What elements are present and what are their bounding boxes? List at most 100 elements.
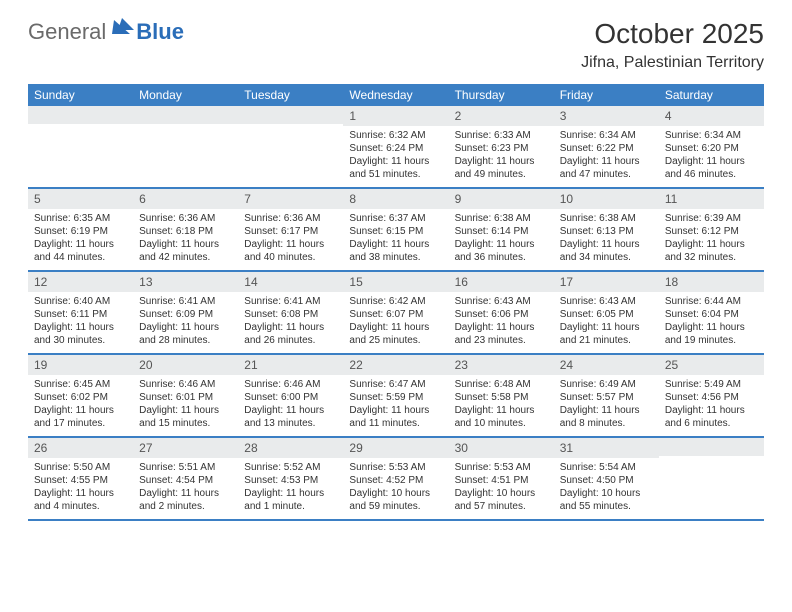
day-cell: 28Sunrise: 5:52 AMSunset: 4:53 PMDayligh… bbox=[238, 438, 343, 519]
day-body: Sunrise: 6:35 AMSunset: 6:19 PMDaylight:… bbox=[28, 209, 133, 270]
day-body: Sunrise: 6:38 AMSunset: 6:13 PMDaylight:… bbox=[554, 209, 659, 270]
week-row: 12Sunrise: 6:40 AMSunset: 6:11 PMDayligh… bbox=[28, 272, 764, 355]
day-body: Sunrise: 5:54 AMSunset: 4:50 PMDaylight:… bbox=[554, 458, 659, 519]
day-body: Sunrise: 5:49 AMSunset: 4:56 PMDaylight:… bbox=[659, 375, 764, 436]
dow-cell: Tuesday bbox=[238, 84, 343, 106]
location: Jifna, Palestinian Territory bbox=[581, 54, 764, 72]
day-cell: 5Sunrise: 6:35 AMSunset: 6:19 PMDaylight… bbox=[28, 189, 133, 270]
day-number: 7 bbox=[238, 189, 343, 209]
day-body bbox=[133, 124, 238, 182]
day-number: 18 bbox=[659, 272, 764, 292]
day-number: 24 bbox=[554, 355, 659, 375]
day-cell bbox=[238, 106, 343, 187]
weeks-container: 1Sunrise: 6:32 AMSunset: 6:24 PMDaylight… bbox=[28, 106, 764, 521]
day-body bbox=[28, 124, 133, 182]
dow-cell: Friday bbox=[554, 84, 659, 106]
day-body: Sunrise: 5:51 AMSunset: 4:54 PMDaylight:… bbox=[133, 458, 238, 519]
day-body: Sunrise: 6:34 AMSunset: 6:20 PMDaylight:… bbox=[659, 126, 764, 187]
day-body: Sunrise: 6:42 AMSunset: 6:07 PMDaylight:… bbox=[343, 292, 448, 353]
day-number: 27 bbox=[133, 438, 238, 458]
day-cell: 27Sunrise: 5:51 AMSunset: 4:54 PMDayligh… bbox=[133, 438, 238, 519]
day-cell: 11Sunrise: 6:39 AMSunset: 6:12 PMDayligh… bbox=[659, 189, 764, 270]
day-cell: 1Sunrise: 6:32 AMSunset: 6:24 PMDaylight… bbox=[343, 106, 448, 187]
day-cell: 20Sunrise: 6:46 AMSunset: 6:01 PMDayligh… bbox=[133, 355, 238, 436]
day-number: 29 bbox=[343, 438, 448, 458]
day-number: 5 bbox=[28, 189, 133, 209]
day-cell bbox=[133, 106, 238, 187]
dow-cell: Monday bbox=[133, 84, 238, 106]
day-body: Sunrise: 6:43 AMSunset: 6:05 PMDaylight:… bbox=[554, 292, 659, 353]
day-cell: 19Sunrise: 6:45 AMSunset: 6:02 PMDayligh… bbox=[28, 355, 133, 436]
day-number: 2 bbox=[449, 106, 554, 126]
day-cell: 13Sunrise: 6:41 AMSunset: 6:09 PMDayligh… bbox=[133, 272, 238, 353]
logo-text-general: General bbox=[28, 19, 106, 45]
day-cell: 12Sunrise: 6:40 AMSunset: 6:11 PMDayligh… bbox=[28, 272, 133, 353]
day-number: 26 bbox=[28, 438, 133, 458]
day-cell: 22Sunrise: 6:47 AMSunset: 5:59 PMDayligh… bbox=[343, 355, 448, 436]
month-title: October 2025 bbox=[581, 18, 764, 50]
day-number: 19 bbox=[28, 355, 133, 375]
day-number: 30 bbox=[449, 438, 554, 458]
week-row: 5Sunrise: 6:35 AMSunset: 6:19 PMDaylight… bbox=[28, 189, 764, 272]
day-number: 15 bbox=[343, 272, 448, 292]
day-body: Sunrise: 6:39 AMSunset: 6:12 PMDaylight:… bbox=[659, 209, 764, 270]
day-body: Sunrise: 6:49 AMSunset: 5:57 PMDaylight:… bbox=[554, 375, 659, 436]
week-row: 26Sunrise: 5:50 AMSunset: 4:55 PMDayligh… bbox=[28, 438, 764, 521]
day-body: Sunrise: 6:41 AMSunset: 6:08 PMDaylight:… bbox=[238, 292, 343, 353]
day-cell: 29Sunrise: 5:53 AMSunset: 4:52 PMDayligh… bbox=[343, 438, 448, 519]
day-cell bbox=[28, 106, 133, 187]
day-body: Sunrise: 6:47 AMSunset: 5:59 PMDaylight:… bbox=[343, 375, 448, 436]
day-body: Sunrise: 6:46 AMSunset: 6:00 PMDaylight:… bbox=[238, 375, 343, 436]
day-body: Sunrise: 6:38 AMSunset: 6:14 PMDaylight:… bbox=[449, 209, 554, 270]
day-cell: 21Sunrise: 6:46 AMSunset: 6:00 PMDayligh… bbox=[238, 355, 343, 436]
day-number: 20 bbox=[133, 355, 238, 375]
day-body: Sunrise: 6:41 AMSunset: 6:09 PMDaylight:… bbox=[133, 292, 238, 353]
day-number bbox=[238, 106, 343, 124]
day-cell: 14Sunrise: 6:41 AMSunset: 6:08 PMDayligh… bbox=[238, 272, 343, 353]
week-row: 19Sunrise: 6:45 AMSunset: 6:02 PMDayligh… bbox=[28, 355, 764, 438]
day-of-week-row: SundayMondayTuesdayWednesdayThursdayFrid… bbox=[28, 84, 764, 106]
day-number: 25 bbox=[659, 355, 764, 375]
logo-text-blue: Blue bbox=[136, 19, 184, 45]
day-cell: 26Sunrise: 5:50 AMSunset: 4:55 PMDayligh… bbox=[28, 438, 133, 519]
day-number: 10 bbox=[554, 189, 659, 209]
day-cell: 9Sunrise: 6:38 AMSunset: 6:14 PMDaylight… bbox=[449, 189, 554, 270]
day-body: Sunrise: 6:34 AMSunset: 6:22 PMDaylight:… bbox=[554, 126, 659, 187]
day-body: Sunrise: 5:52 AMSunset: 4:53 PMDaylight:… bbox=[238, 458, 343, 519]
day-number: 4 bbox=[659, 106, 764, 126]
week-row: 1Sunrise: 6:32 AMSunset: 6:24 PMDaylight… bbox=[28, 106, 764, 189]
logo: General Blue bbox=[28, 18, 184, 45]
day-number: 31 bbox=[554, 438, 659, 458]
title-block: October 2025 Jifna, Palestinian Territor… bbox=[581, 18, 764, 72]
day-number: 9 bbox=[449, 189, 554, 209]
day-number: 14 bbox=[238, 272, 343, 292]
day-body: Sunrise: 6:37 AMSunset: 6:15 PMDaylight:… bbox=[343, 209, 448, 270]
day-cell: 3Sunrise: 6:34 AMSunset: 6:22 PMDaylight… bbox=[554, 106, 659, 187]
calendar: SundayMondayTuesdayWednesdayThursdayFrid… bbox=[28, 84, 764, 521]
day-cell: 7Sunrise: 6:36 AMSunset: 6:17 PMDaylight… bbox=[238, 189, 343, 270]
day-number: 12 bbox=[28, 272, 133, 292]
day-cell: 17Sunrise: 6:43 AMSunset: 6:05 PMDayligh… bbox=[554, 272, 659, 353]
day-body: Sunrise: 6:32 AMSunset: 6:24 PMDaylight:… bbox=[343, 126, 448, 187]
dow-cell: Sunday bbox=[28, 84, 133, 106]
day-number: 17 bbox=[554, 272, 659, 292]
day-cell: 10Sunrise: 6:38 AMSunset: 6:13 PMDayligh… bbox=[554, 189, 659, 270]
day-number: 1 bbox=[343, 106, 448, 126]
day-number: 16 bbox=[449, 272, 554, 292]
day-number: 11 bbox=[659, 189, 764, 209]
day-number: 3 bbox=[554, 106, 659, 126]
logo-mark-icon bbox=[112, 18, 134, 39]
day-body: Sunrise: 6:43 AMSunset: 6:06 PMDaylight:… bbox=[449, 292, 554, 353]
day-body: Sunrise: 6:40 AMSunset: 6:11 PMDaylight:… bbox=[28, 292, 133, 353]
day-body: Sunrise: 5:50 AMSunset: 4:55 PMDaylight:… bbox=[28, 458, 133, 519]
day-number: 8 bbox=[343, 189, 448, 209]
day-body: Sunrise: 5:53 AMSunset: 4:51 PMDaylight:… bbox=[449, 458, 554, 519]
day-cell: 30Sunrise: 5:53 AMSunset: 4:51 PMDayligh… bbox=[449, 438, 554, 519]
day-cell: 8Sunrise: 6:37 AMSunset: 6:15 PMDaylight… bbox=[343, 189, 448, 270]
day-body: Sunrise: 6:36 AMSunset: 6:18 PMDaylight:… bbox=[133, 209, 238, 270]
day-cell: 24Sunrise: 6:49 AMSunset: 5:57 PMDayligh… bbox=[554, 355, 659, 436]
day-cell: 31Sunrise: 5:54 AMSunset: 4:50 PMDayligh… bbox=[554, 438, 659, 519]
day-body: Sunrise: 6:44 AMSunset: 6:04 PMDaylight:… bbox=[659, 292, 764, 353]
day-body: Sunrise: 5:53 AMSunset: 4:52 PMDaylight:… bbox=[343, 458, 448, 519]
day-number: 21 bbox=[238, 355, 343, 375]
